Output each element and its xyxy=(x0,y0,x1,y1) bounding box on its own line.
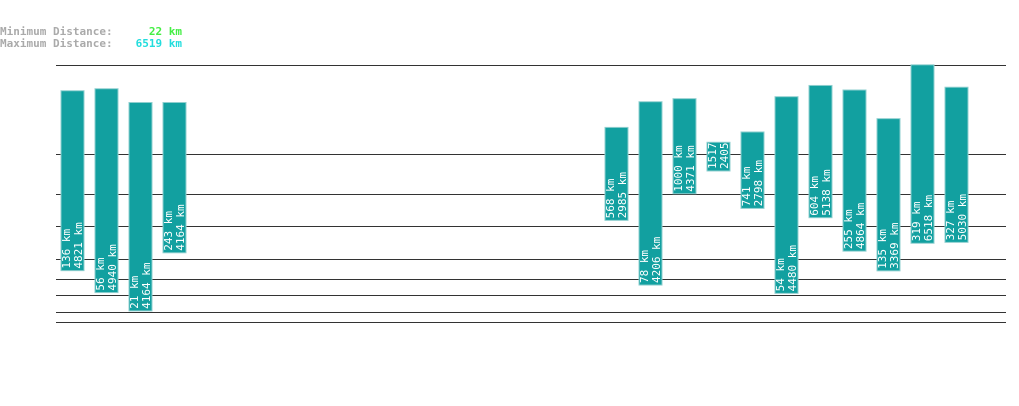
min-label: 741 km xyxy=(740,166,753,206)
range-bar xyxy=(808,84,833,219)
min-label: 255 km xyxy=(842,209,855,249)
max-label: 4864 km xyxy=(854,202,867,249)
min-label: 54 km xyxy=(774,258,787,291)
range-bar xyxy=(842,89,867,252)
range-bar xyxy=(944,86,969,243)
range-bar xyxy=(128,102,153,312)
max-label: 4821 km xyxy=(72,222,85,269)
min-label: 21 km xyxy=(128,275,141,308)
min-label: 56 km xyxy=(94,257,107,290)
max-label: 2798 km xyxy=(752,160,765,207)
max-value: 6519 km xyxy=(136,37,183,50)
max-label: 4480 km xyxy=(786,245,799,292)
max-label: 5138 km xyxy=(820,169,833,216)
range-bar xyxy=(162,102,187,254)
range-bar xyxy=(60,90,85,272)
max-label: 3369 km xyxy=(888,222,901,269)
max-label: 4206 km xyxy=(650,236,663,283)
min-label: 136 km xyxy=(60,229,73,269)
min-label: 243 km xyxy=(162,211,175,251)
max-label: 2405 xyxy=(718,142,731,169)
range-bar xyxy=(94,88,119,294)
min-label: Minimum Distance: xyxy=(0,25,113,38)
min-label: 604 km xyxy=(808,176,821,216)
range-bar xyxy=(604,126,629,221)
range-bar xyxy=(910,64,935,244)
max-label: 6518 km xyxy=(922,195,935,242)
min-label: 327 km xyxy=(944,200,957,240)
min-label: 78 km xyxy=(638,250,651,283)
min-label: 135 km xyxy=(876,229,889,269)
range-bar xyxy=(706,141,731,172)
min-label: 1517 xyxy=(706,142,719,169)
max-label: Maximum Distance: xyxy=(0,37,113,50)
min-label: 568 km xyxy=(604,178,617,218)
max-label: 4164 km xyxy=(140,262,153,309)
range-bar xyxy=(774,96,799,294)
min-label: 1000 km xyxy=(672,145,685,192)
max-label: 4940 km xyxy=(106,244,119,291)
max-label: 4371 km xyxy=(684,145,697,192)
max-label: 5030 km xyxy=(956,194,969,241)
range-bar xyxy=(672,98,697,195)
max-label: 2985 km xyxy=(616,172,629,219)
max-label: 4164 km xyxy=(174,204,187,251)
range-bar xyxy=(638,101,663,286)
min-value: 22 km xyxy=(149,25,182,38)
min-label: 319 km xyxy=(910,201,923,241)
range-bar xyxy=(876,118,901,272)
range-bar xyxy=(740,131,765,209)
